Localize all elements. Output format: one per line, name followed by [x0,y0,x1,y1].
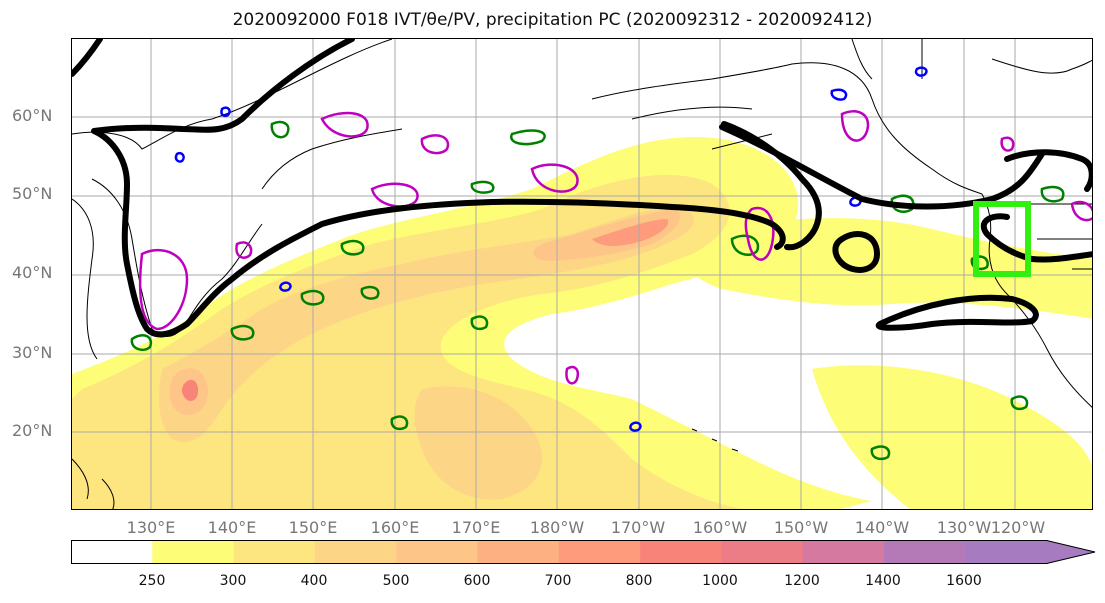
ivt-band-800 [181,379,199,401]
ivt-band-400-south [414,386,542,500]
highlight-box [973,201,1031,277]
colorbar-segment-0 [71,540,153,564]
colorbar-outline [71,540,1096,564]
colorbar-segment-7 [640,540,722,564]
colorbar-segment-2 [233,540,316,564]
plot-title: 2020092000 F018 IVT/θe/PV, precipitation… [232,10,873,30]
lat-label-30n: 30°N [12,343,53,362]
graticule [72,39,1092,509]
theta-e-contours [130,120,1065,461]
blue-contours [174,66,928,432]
colorbar-tick-1000: 1000 [702,573,738,589]
lon-label-150e: 150°E [288,518,338,537]
colorbar-extend-arrow [965,540,1095,564]
colorbar-tick-1400: 1400 [865,573,901,589]
colorbar-graphic [71,540,1096,564]
lon-label-150w: 150°W [773,518,829,537]
lon-label-160w: 160°W [692,518,748,537]
colorbar-segment-1 [152,540,235,564]
lon-label-130e: 130°E [126,518,176,537]
colorbar-tick-1600: 1600 [946,573,982,589]
lat-label-60n: 60°N [12,106,53,125]
lon-label-180w: 180°W [529,518,585,537]
ivt-band-400 [159,207,694,443]
lon-label-130w: 130°W [936,518,992,537]
lon-label-170w: 170°W [610,518,666,537]
colorbar-segment-6 [558,540,641,564]
colorbar-tick-300: 300 [219,573,247,589]
colorbar-segment-10 [884,540,966,564]
colorbar-segment-8 [721,540,804,564]
ivt-band-700 [592,219,669,246]
pv-contours [138,110,1092,385]
ivt-band-250-east [812,365,1092,509]
colorbar-tick-600: 600 [463,573,491,589]
colorbar-segment-9 [802,540,885,564]
colorbar-segment-3 [314,540,397,564]
colorbar-segment-5 [477,540,560,564]
map-canvas [72,39,1092,509]
lon-label-170e: 170°E [451,518,501,537]
colorbar-tick-800: 800 [625,573,653,589]
lat-label-50n: 50°N [12,184,53,203]
colorbar-tick-1200: 1200 [784,573,820,589]
colorbar [71,540,1096,564]
lon-label-120w: 120°W [990,518,1046,537]
colorbar-tick-700: 700 [544,573,572,589]
lon-label-140e: 140°E [207,518,257,537]
lon-label-160e: 160°E [370,518,420,537]
colorbar-tick-400: 400 [300,573,328,589]
colorbar-segment-4 [396,540,478,564]
lat-label-20n: 20°N [12,421,53,440]
ivt-jet-contours [72,39,1092,338]
map-panel [71,38,1093,510]
lon-label-140w: 140°W [854,518,910,537]
colorbar-tick-500: 500 [382,573,410,589]
lat-label-40n: 40°N [12,263,53,282]
colorbar-tick-250: 250 [138,573,166,589]
